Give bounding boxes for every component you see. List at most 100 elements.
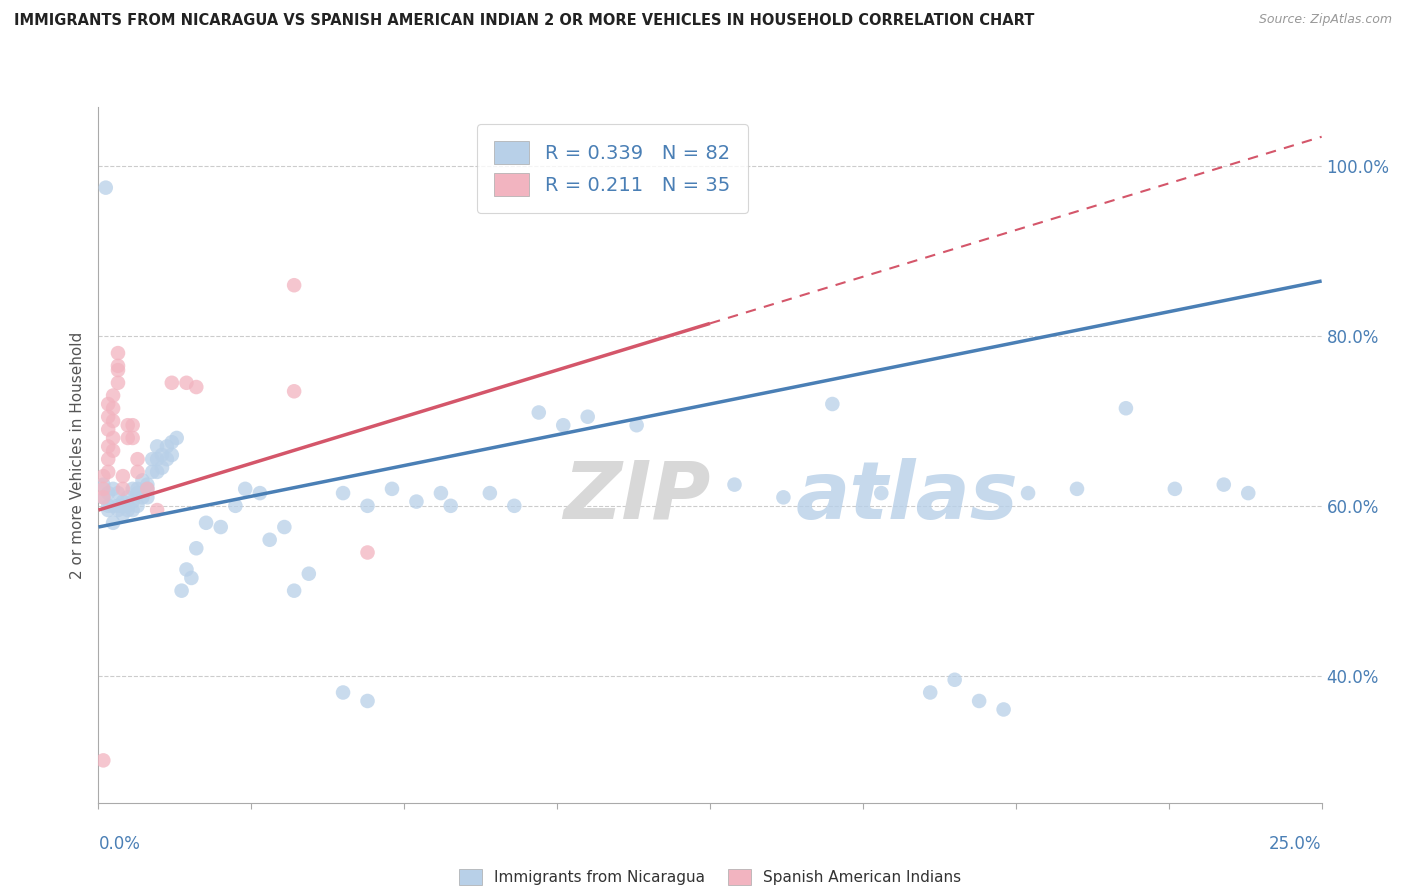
Point: [224, 499, 246, 513]
Point: [156, 452, 179, 467]
Point: [1237, 486, 1260, 500]
Point: [101, 482, 124, 496]
Point: [283, 278, 305, 293]
Point: [97, 465, 120, 479]
Point: [97, 409, 120, 424]
Point: [127, 452, 149, 467]
Point: [160, 448, 183, 462]
Point: [723, 477, 745, 491]
Point: [943, 673, 966, 687]
Point: [870, 486, 893, 500]
Point: [430, 486, 453, 500]
Point: [186, 541, 208, 556]
Point: [117, 491, 139, 505]
Point: [127, 486, 149, 500]
Point: [356, 545, 378, 559]
Point: [136, 477, 159, 491]
Point: [91, 491, 114, 505]
Point: [131, 474, 153, 488]
Text: 0.0%: 0.0%: [98, 835, 141, 853]
Point: [146, 503, 169, 517]
Point: [97, 486, 120, 500]
Point: [176, 562, 198, 576]
Point: [136, 482, 159, 496]
Point: [127, 499, 149, 513]
Point: [117, 499, 139, 513]
Point: [121, 503, 143, 517]
Point: [97, 422, 120, 436]
Point: [107, 503, 129, 517]
Point: [209, 520, 232, 534]
Point: [121, 494, 143, 508]
Point: [356, 694, 378, 708]
Point: [249, 486, 271, 500]
Text: atlas: atlas: [796, 458, 1018, 536]
Point: [180, 571, 202, 585]
Point: [259, 533, 281, 547]
Point: [111, 482, 134, 496]
Point: [97, 439, 120, 453]
Point: [821, 397, 844, 411]
Point: [967, 694, 990, 708]
Point: [111, 494, 134, 508]
Point: [121, 418, 143, 433]
Point: [101, 516, 124, 530]
Point: [111, 499, 134, 513]
Point: [136, 482, 159, 496]
Point: [176, 376, 198, 390]
Point: [121, 431, 143, 445]
Point: [381, 482, 404, 496]
Point: [127, 482, 149, 496]
Point: [121, 482, 143, 496]
Text: ZIP: ZIP: [564, 458, 710, 536]
Point: [478, 486, 501, 500]
Point: [141, 465, 163, 479]
Point: [101, 388, 124, 402]
Point: [107, 363, 129, 377]
Point: [91, 482, 114, 496]
Point: [127, 465, 149, 479]
Point: [1017, 486, 1039, 500]
Point: [233, 482, 256, 496]
Point: [141, 452, 163, 467]
Point: [626, 418, 648, 433]
Point: [107, 346, 129, 360]
Point: [101, 499, 124, 513]
Point: [166, 431, 188, 445]
Point: [527, 405, 550, 419]
Point: [1164, 482, 1187, 496]
Point: [91, 753, 114, 767]
Point: [160, 435, 183, 450]
Point: [150, 448, 173, 462]
Point: [91, 469, 114, 483]
Text: 25.0%: 25.0%: [1270, 835, 1322, 853]
Point: [111, 469, 134, 483]
Point: [107, 359, 129, 373]
Point: [170, 583, 193, 598]
Point: [94, 180, 117, 194]
Point: [97, 499, 120, 513]
Point: [146, 452, 169, 467]
Point: [107, 376, 129, 390]
Point: [111, 508, 134, 522]
Point: [117, 503, 139, 517]
Point: [101, 401, 124, 416]
Point: [1115, 401, 1137, 416]
Point: [91, 491, 114, 505]
Point: [186, 380, 208, 394]
Point: [298, 566, 321, 581]
Point: [146, 439, 169, 453]
Point: [101, 443, 124, 458]
Point: [356, 499, 378, 513]
Point: [1066, 482, 1088, 496]
Point: [136, 491, 159, 505]
Point: [283, 384, 305, 399]
Point: [405, 494, 427, 508]
Point: [146, 465, 169, 479]
Point: [97, 503, 120, 517]
Point: [440, 499, 463, 513]
Point: [273, 520, 295, 534]
Y-axis label: 2 or more Vehicles in Household: 2 or more Vehicles in Household: [70, 331, 86, 579]
Text: Source: ZipAtlas.com: Source: ZipAtlas.com: [1258, 13, 1392, 27]
Point: [332, 486, 354, 500]
